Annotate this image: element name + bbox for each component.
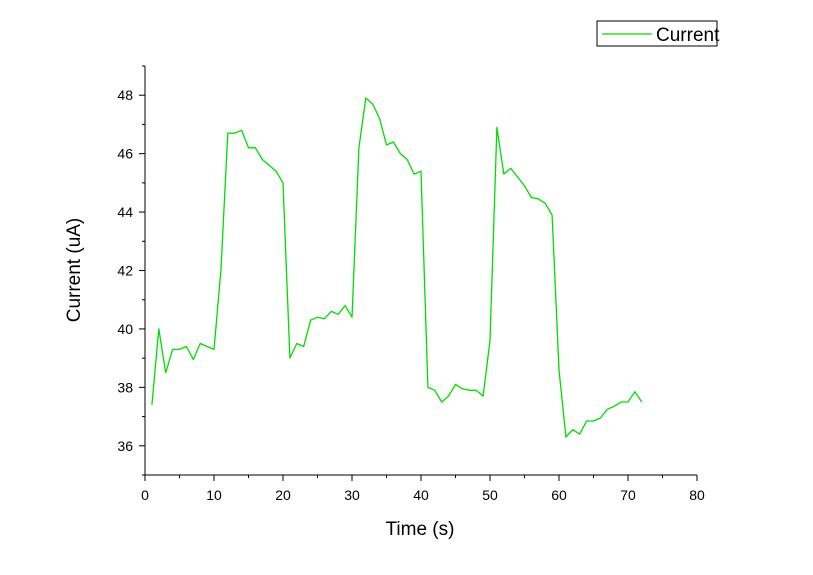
x-tick-label: 80 — [689, 487, 705, 503]
y-tick-label: 40 — [117, 321, 133, 337]
x-tick-label: 20 — [275, 487, 291, 503]
plot-area — [151, 97, 643, 438]
y-tick-label: 46 — [117, 146, 133, 162]
x-axis-ticks: 0 10 20 30 40 50 60 70 80 — [141, 475, 705, 503]
y-tick-label: 36 — [117, 438, 133, 454]
x-tick-label: 10 — [206, 487, 222, 503]
y-tick-label: 48 — [117, 87, 133, 103]
x-tick-label: 40 — [413, 487, 429, 503]
axes — [144, 66, 697, 476]
x-tick-label: 30 — [344, 487, 360, 503]
legend: Current — [596, 20, 720, 47]
y-tick-label: 44 — [117, 204, 133, 220]
x-tick-label: 70 — [620, 487, 636, 503]
x-tick-label: 60 — [551, 487, 567, 503]
x-tick-label: 50 — [482, 487, 498, 503]
legend-label: Current — [656, 25, 720, 46]
y-tick-label: 38 — [117, 379, 133, 395]
x-axis-title: Time (s) — [386, 519, 455, 540]
y-tick-label: 42 — [117, 263, 133, 279]
y-axis-ticks: 36 38 40 42 44 46 48 — [117, 65, 145, 476]
y-axis-title: Current (uA) — [64, 218, 85, 323]
x-tick-label: 0 — [141, 487, 149, 503]
series-line-current — [151, 97, 643, 438]
